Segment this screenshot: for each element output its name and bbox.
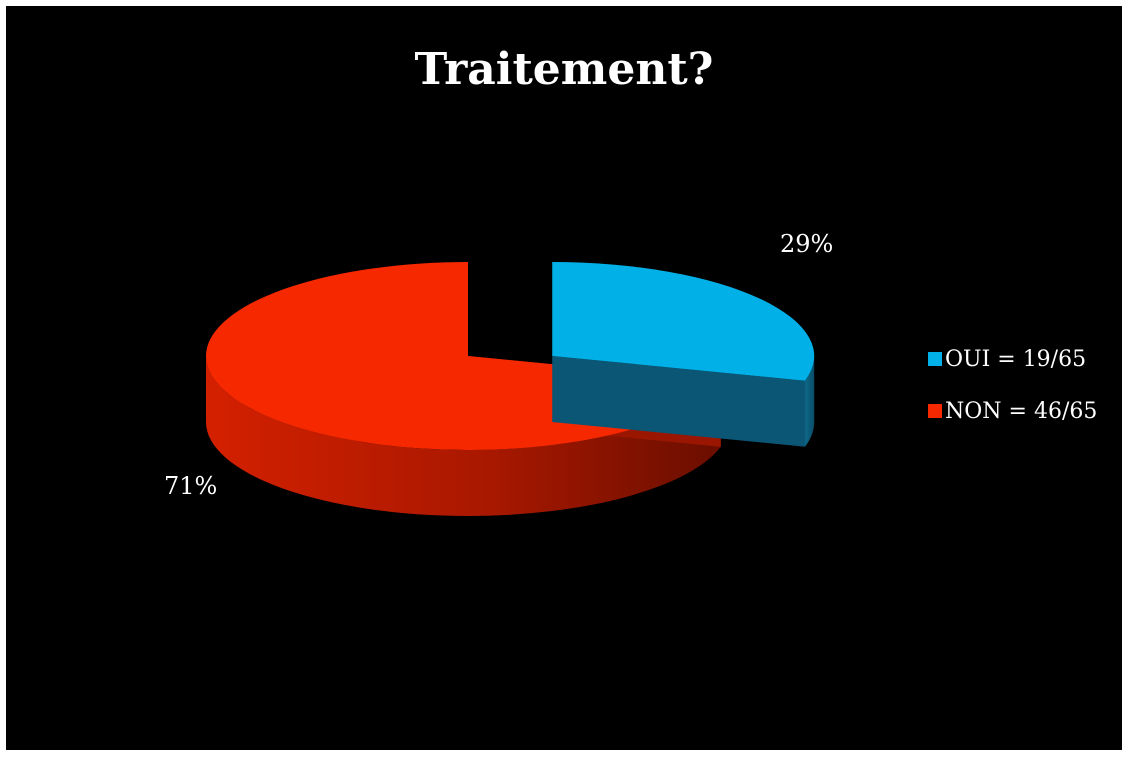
legend-label-oui: OUI = 19/65 bbox=[945, 346, 1087, 372]
slice-non-side bbox=[206, 356, 721, 516]
chart-title: Traitement? bbox=[414, 44, 714, 95]
legend-label-non: NON = 46/65 bbox=[945, 398, 1098, 424]
data-label-non: 71% bbox=[164, 472, 217, 500]
chart-area: Traitement? 29% 71% OUI = 19/65 NON = 46… bbox=[6, 6, 1122, 750]
data-label-oui: 29% bbox=[780, 230, 833, 258]
legend-swatch-oui bbox=[928, 352, 942, 366]
legend-swatch-non bbox=[928, 404, 942, 418]
legend: OUI = 19/65 NON = 46/65 bbox=[928, 344, 1097, 448]
legend-item-non: NON = 46/65 bbox=[928, 396, 1097, 426]
slice-oui-top bbox=[552, 262, 815, 381]
slice-oui-side bbox=[805, 356, 815, 447]
slice-oui-cut bbox=[552, 356, 806, 447]
pie-plot: 29% 71% bbox=[164, 230, 833, 516]
legend-item-oui: OUI = 19/65 bbox=[928, 344, 1097, 374]
